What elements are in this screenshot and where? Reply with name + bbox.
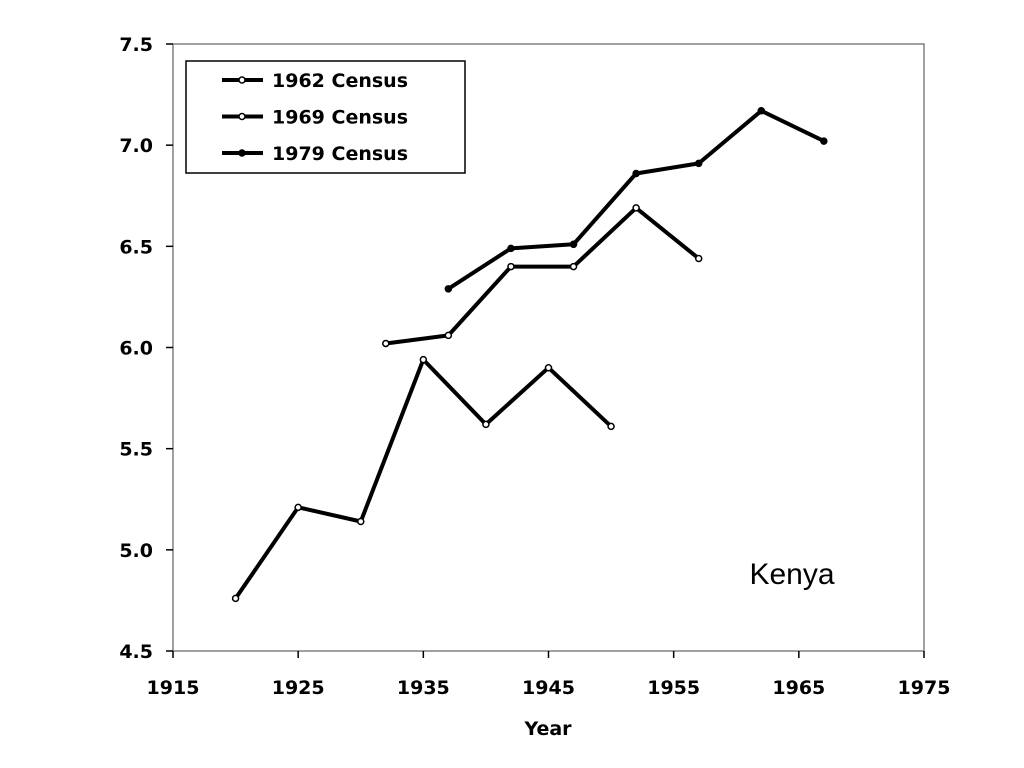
data-point: [757, 107, 766, 115]
x-tick-label: 1965: [772, 677, 825, 699]
legend-marker: [238, 76, 246, 84]
legend-marker: [238, 149, 246, 157]
legend-item-1969-census: 1969 Census: [222, 107, 408, 129]
data-point: [507, 262, 515, 271]
data-point: [231, 594, 240, 603]
y-tick-label: 7.0: [119, 135, 153, 157]
series-1962-census: [231, 355, 615, 603]
data-point: [382, 339, 390, 348]
series-1979-census: [444, 107, 828, 293]
legend-label: 1969 Census: [272, 107, 408, 129]
x-tick-label: 1925: [272, 677, 325, 699]
data-point: [507, 244, 515, 253]
data-point: [694, 254, 703, 263]
data-point: [419, 355, 428, 364]
y-tick-label: 6.0: [119, 338, 153, 360]
data-point: [544, 363, 553, 372]
data-point: [294, 503, 302, 512]
y-tick-label: 5.5: [119, 439, 153, 461]
x-tick-label: 1945: [522, 677, 575, 699]
x-axis: 1915 1925 1935 1945 1955 1965 1975: [147, 651, 951, 699]
y-tick-label: 7.5: [119, 34, 153, 56]
legend-label: 1979 Census: [272, 143, 408, 165]
data-point: [569, 240, 578, 249]
data-point: [820, 137, 828, 145]
series-layer: [231, 107, 828, 603]
y-tick-label: 5.0: [119, 540, 153, 562]
data-point: [444, 331, 453, 340]
series-line-1969-census: [385, 205, 700, 346]
kenya-annotation: Kenya: [749, 558, 834, 591]
data-point: [444, 285, 453, 293]
data-point: [482, 420, 490, 429]
x-axis-title: Year: [523, 718, 572, 740]
legend-item-1962-census: 1962 Census: [222, 70, 408, 92]
legend-marker: [238, 112, 246, 121]
data-point: [607, 422, 615, 431]
x-tick-label: 1915: [147, 677, 200, 699]
x-tick-label: 1935: [397, 677, 450, 699]
x-tick-label: 1955: [647, 677, 700, 699]
series-1969-census: [382, 204, 703, 348]
y-tick-label: 6.5: [119, 236, 153, 258]
legend-item-1979-census: 1979 Census: [222, 143, 408, 165]
y-tick-label: 4.5: [119, 641, 153, 663]
legend-label: 1962 Census: [272, 70, 408, 92]
data-point: [569, 262, 578, 271]
y-axis: 4.5 5.0 5.5 6.0 6.5 7.0 7.5: [119, 34, 173, 663]
data-point: [632, 204, 640, 212]
data-point: [694, 159, 703, 168]
data-point: [632, 169, 640, 178]
legend: 1962 Census 1969 Census 1979 Census: [185, 60, 466, 174]
data-point: [357, 517, 365, 526]
x-tick-label: 1975: [898, 677, 951, 699]
